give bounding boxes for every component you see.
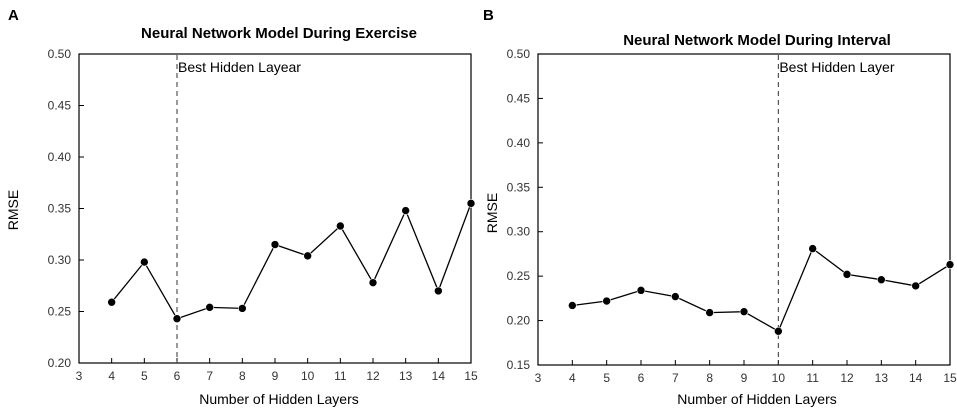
x-tick-label: 3 <box>76 369 83 383</box>
y-tick-label: 0.20 <box>507 314 531 328</box>
data-point <box>172 314 182 324</box>
y-tick-label: 0.25 <box>48 305 72 319</box>
data-point <box>602 296 611 306</box>
x-tick-label: 13 <box>875 371 889 385</box>
y-axis-label: RMSE <box>484 193 500 233</box>
data-point <box>140 257 149 267</box>
panel-a: A Neural Network Model During Exercise N… <box>5 7 478 407</box>
y-tick-label: 0.40 <box>507 136 531 150</box>
x-tick-label: 14 <box>909 371 923 385</box>
x-tick-label: 12 <box>840 371 854 385</box>
data-point <box>568 301 577 310</box>
y-tick-label: 0.30 <box>48 253 72 267</box>
panel-b: B Neural Network Model During Interval N… <box>483 7 957 407</box>
panel-letter: B <box>483 7 494 24</box>
x-tick-label: 6 <box>638 371 645 385</box>
plot-frame <box>537 53 951 366</box>
x-tick-label: 8 <box>239 369 246 383</box>
x-tick-label: 7 <box>206 369 213 383</box>
x-tick-label: 5 <box>141 369 148 383</box>
x-tick-label: 9 <box>272 369 279 383</box>
x-tick-label: 9 <box>741 371 748 385</box>
x-tick-label: 10 <box>772 371 786 385</box>
data-point <box>774 326 783 336</box>
x-tick-label: 10 <box>301 369 315 383</box>
y-tick-label: 0.20 <box>48 356 72 370</box>
data-point <box>238 304 247 313</box>
data-point <box>368 278 378 287</box>
data-point <box>107 297 116 307</box>
data-point <box>205 303 214 312</box>
y-tick-label: 0.15 <box>507 358 531 372</box>
x-tick-label: 11 <box>334 369 347 383</box>
y-tick-label: 0.45 <box>48 99 72 113</box>
x-tick-label: 8 <box>706 371 713 385</box>
x-tick-label: 15 <box>464 369 478 383</box>
y-tick-label: 0.40 <box>48 150 72 164</box>
x-axis-label: Number of Hidden Layers <box>677 391 837 407</box>
y-tick-label: 0.45 <box>507 91 531 105</box>
series-line <box>572 247 951 333</box>
data-point <box>808 244 817 253</box>
plot-frame <box>78 53 472 364</box>
data-point <box>842 270 852 279</box>
data-point <box>636 286 646 295</box>
data-point <box>945 260 955 269</box>
data-point <box>671 292 680 301</box>
x-tick-label: 13 <box>399 369 413 383</box>
y-tick-label: 0.35 <box>48 202 72 216</box>
panel-letter: A <box>8 7 19 24</box>
x-tick-label: 7 <box>672 371 679 385</box>
data-point <box>466 199 476 208</box>
x-tick-label: 4 <box>569 371 576 385</box>
data-point <box>705 308 714 317</box>
data-point <box>401 206 410 215</box>
x-tick-label: 11 <box>806 371 819 385</box>
x-tick-label: 6 <box>174 369 181 383</box>
data-point <box>434 286 443 296</box>
best-layer-annotation: Best Hidden Layer <box>779 59 895 75</box>
data-point <box>877 275 886 284</box>
data-point <box>270 240 280 249</box>
chart-title: Neural Network Model During Exercise <box>141 25 417 42</box>
data-point <box>336 221 345 231</box>
x-tick-label: 5 <box>603 371 610 385</box>
x-axis-label: Number of Hidden Layers <box>199 391 359 407</box>
y-axis-label: RMSE <box>5 190 21 230</box>
x-tick-label: 12 <box>366 369 380 383</box>
y-tick-label: 0.30 <box>507 225 531 239</box>
y-tick-label: 0.50 <box>48 47 72 61</box>
x-tick-label: 15 <box>943 371 957 385</box>
data-point <box>739 307 749 316</box>
data-point <box>911 281 920 291</box>
chart-title: Neural Network Model During Interval <box>623 32 891 49</box>
x-tick-label: 4 <box>108 369 115 383</box>
x-tick-label: 3 <box>535 371 542 385</box>
y-tick-label: 0.25 <box>507 269 531 283</box>
x-tick-label: 14 <box>432 369 446 383</box>
data-point <box>303 251 312 261</box>
series-line <box>111 203 472 320</box>
best-layer-annotation: Best Hidden Layear <box>178 59 301 75</box>
y-tick-label: 0.35 <box>507 180 531 194</box>
y-tick-label: 0.50 <box>507 47 531 61</box>
